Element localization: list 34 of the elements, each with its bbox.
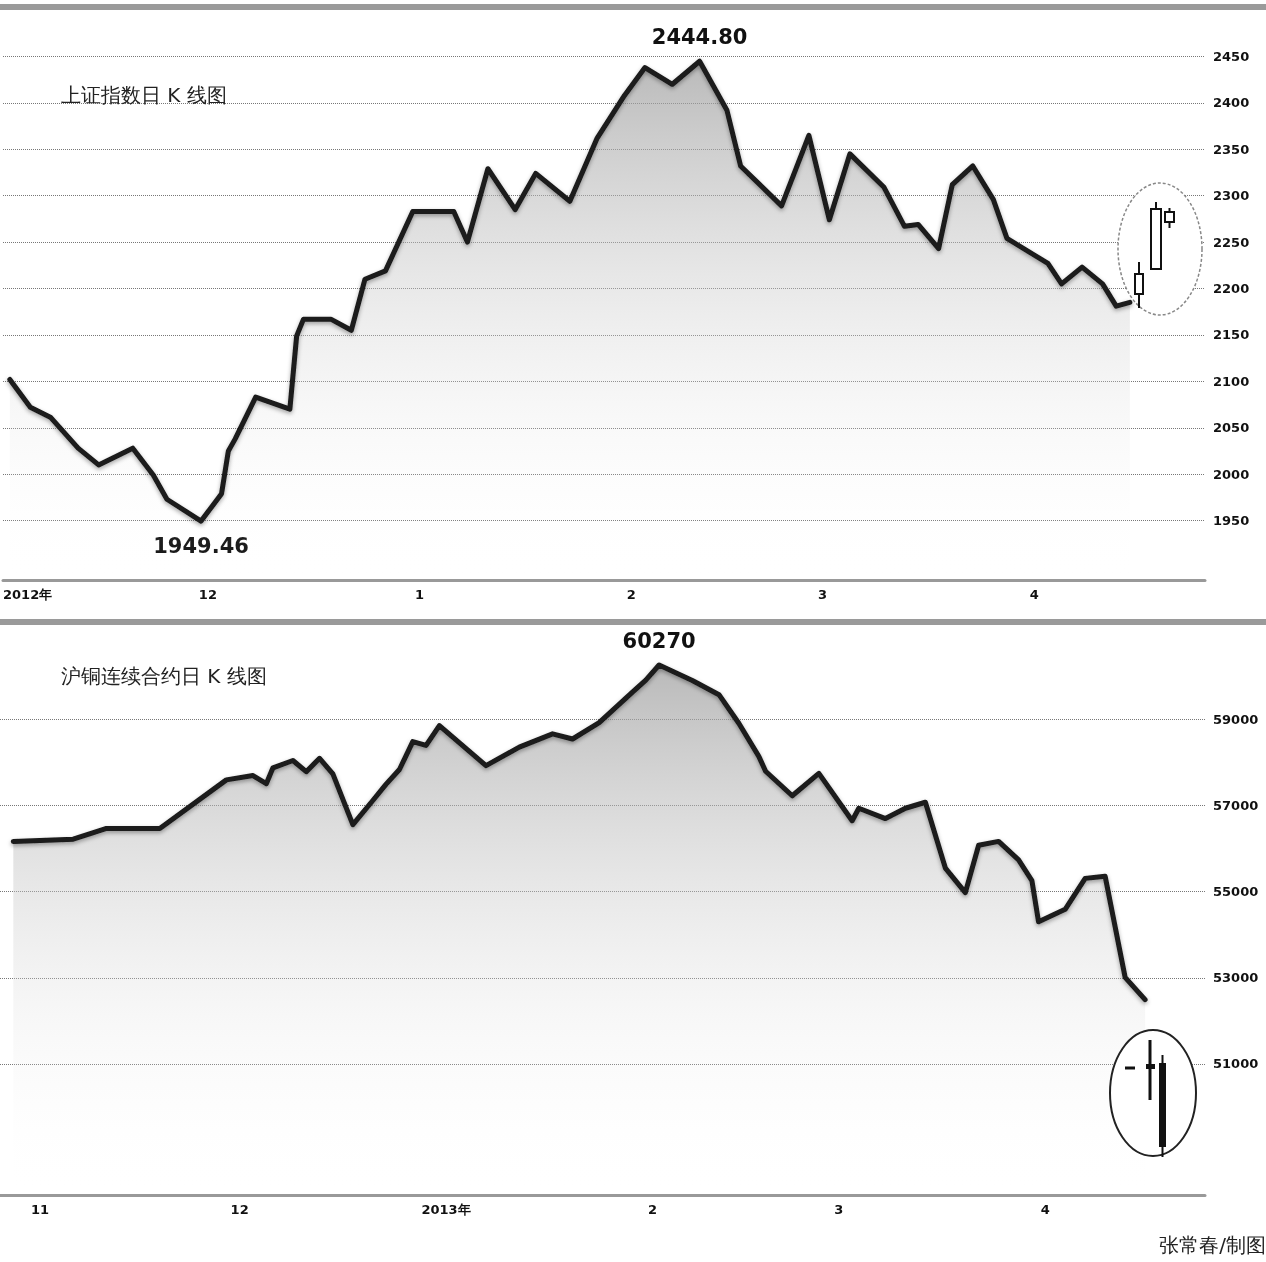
- y-tick-label: 1950: [1213, 513, 1250, 529]
- x-tick-label: 3: [834, 1202, 844, 1217]
- y-tick-label: 2350: [1213, 141, 1250, 157]
- y-tick-label: 53000: [1213, 970, 1259, 986]
- y-tick-label: 2100: [1213, 373, 1250, 389]
- x-tick-label: 4: [1040, 1202, 1050, 1217]
- y-tick-label: 2150: [1213, 327, 1250, 343]
- x-tick-label: 11: [30, 1202, 49, 1217]
- annotation: 2444.80: [651, 24, 748, 49]
- annotation: 60270: [622, 628, 696, 653]
- y-tick-label: 51000: [1213, 1056, 1259, 1072]
- y-tick-label: 2050: [1213, 420, 1250, 436]
- y-tick-label: 55000: [1213, 884, 1259, 900]
- y-tick-label: 59000: [1213, 712, 1259, 728]
- x-tick-label: 2: [626, 587, 636, 602]
- text: 上证指数日 K 线图: [61, 83, 227, 107]
- x-tick-label: 12: [230, 1202, 249, 1217]
- x-tick-label: 2: [647, 1202, 657, 1217]
- y-tick-label: 2450: [1213, 48, 1250, 64]
- annotation: 1949.46: [153, 533, 249, 558]
- x-tick-label: 4: [1029, 587, 1039, 602]
- y-tick-label: 2000: [1213, 466, 1250, 482]
- x-tick-label: 2013年: [421, 1202, 471, 1217]
- x-tick-label: 12: [198, 587, 217, 602]
- x-tick-label: 1: [415, 587, 425, 602]
- text: 张常春/制图: [1158, 1232, 1266, 1259]
- y-tick-label: 2200: [1213, 281, 1250, 296]
- y-tick-label: 2300: [1213, 188, 1250, 204]
- y-tick-label: 2400: [1213, 95, 1250, 111]
- y-tick-label: 2250: [1213, 234, 1250, 250]
- text: 沪铜连续合约日 K 线图: [61, 664, 267, 688]
- x-tick-label: 3: [818, 587, 828, 602]
- x-tick-label: 2012年: [3, 587, 53, 602]
- y-tick-label: 57000: [1213, 798, 1259, 814]
